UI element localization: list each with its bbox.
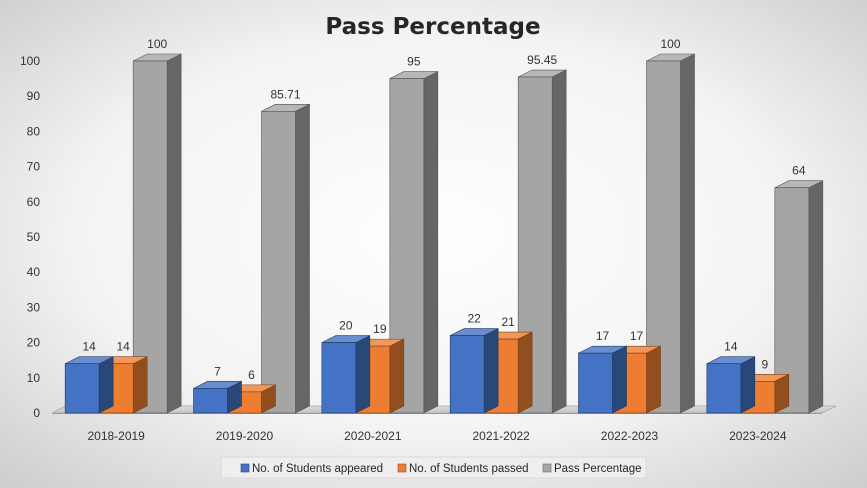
bar-front bbox=[578, 352, 613, 414]
chart-title: Pass Percentage bbox=[325, 14, 540, 40]
data-label: 14 bbox=[82, 340, 96, 354]
bar-front bbox=[706, 363, 742, 414]
bar-side bbox=[132, 356, 148, 414]
bar-side bbox=[612, 345, 627, 414]
data-label: 6 bbox=[248, 368, 255, 382]
data-label: 14 bbox=[724, 340, 738, 354]
bar-side bbox=[166, 53, 182, 414]
bar-side bbox=[389, 338, 405, 414]
data-label: 14 bbox=[116, 340, 130, 354]
x-tick-label: 2022-2023 bbox=[601, 429, 659, 443]
y-tick-label: 30 bbox=[27, 300, 41, 314]
data-label: 20 bbox=[339, 319, 353, 333]
y-tick-label: 90 bbox=[27, 89, 41, 103]
y-tick-label: 60 bbox=[27, 195, 41, 209]
bar-front bbox=[132, 60, 168, 414]
bar-front bbox=[193, 388, 228, 414]
data-label: 7 bbox=[214, 364, 221, 378]
legend-box bbox=[220, 456, 647, 479]
y-tick-label: 70 bbox=[27, 160, 41, 174]
data-label: 95 bbox=[407, 55, 421, 69]
bar-1-2019-2020 bbox=[193, 380, 242, 414]
bar-1-2023-2024 bbox=[706, 356, 756, 414]
bar-side bbox=[740, 356, 756, 414]
bar-3-2019-2020 bbox=[261, 103, 310, 414]
bar-front bbox=[64, 363, 100, 414]
y-tick-label: 50 bbox=[27, 230, 41, 244]
y-tick-label: 80 bbox=[27, 124, 41, 138]
data-label: 22 bbox=[467, 312, 481, 326]
x-tick-label: 2020-2021 bbox=[344, 429, 402, 443]
bar-front bbox=[449, 335, 485, 414]
data-label: 95.45 bbox=[527, 53, 557, 67]
bar-side bbox=[646, 345, 661, 414]
legend-swatch bbox=[397, 463, 407, 473]
data-label: 17 bbox=[596, 329, 610, 343]
data-label: 85.71 bbox=[270, 87, 300, 101]
legend-label: No. of Students appeared bbox=[252, 463, 383, 475]
y-tick-label: 20 bbox=[27, 336, 41, 350]
bar-1-2020-2021 bbox=[321, 335, 371, 414]
bar-side bbox=[808, 180, 824, 414]
bar-1-2022-2023 bbox=[578, 345, 627, 414]
legend-swatch bbox=[542, 463, 552, 473]
bar-side bbox=[517, 331, 533, 414]
data-label: 100 bbox=[660, 37, 680, 51]
data-label: 21 bbox=[501, 315, 515, 329]
bar-side bbox=[483, 328, 499, 414]
bar-3-2018-2019 bbox=[132, 53, 182, 414]
bar-side bbox=[98, 356, 114, 414]
bar-side bbox=[680, 53, 695, 414]
y-tick-label: 100 bbox=[20, 54, 40, 68]
bar-front bbox=[321, 342, 357, 414]
data-label: 17 bbox=[630, 329, 644, 343]
data-label: 19 bbox=[373, 322, 387, 336]
y-tick-label: 0 bbox=[33, 406, 40, 420]
bar-front bbox=[261, 111, 296, 414]
x-tick-label: 2018-2019 bbox=[87, 429, 145, 443]
bar-3-2020-2021 bbox=[389, 71, 439, 414]
bar-1-2021-2022 bbox=[449, 328, 499, 414]
legend: No. of Students appeared No. of Students … bbox=[220, 456, 647, 479]
x-tick-label: 2023-2024 bbox=[729, 429, 787, 443]
bar-side bbox=[355, 335, 371, 414]
x-tick-label: 2021-2022 bbox=[472, 429, 530, 443]
y-tick-label: 10 bbox=[27, 371, 41, 385]
bar-side bbox=[295, 103, 310, 414]
y-tick-label: 40 bbox=[27, 265, 41, 279]
data-label: 9 bbox=[761, 357, 768, 371]
data-label: 64 bbox=[792, 164, 806, 178]
bar-1-2018-2019 bbox=[64, 356, 114, 414]
bar-side bbox=[551, 69, 567, 414]
legend-label: No. of Students passed bbox=[409, 463, 529, 475]
legend-label: Pass Percentage bbox=[554, 463, 642, 475]
bar-side bbox=[423, 71, 439, 414]
x-tick-label: 2019-2020 bbox=[216, 429, 274, 443]
legend-swatch bbox=[240, 463, 250, 473]
data-label: 100 bbox=[147, 37, 167, 51]
